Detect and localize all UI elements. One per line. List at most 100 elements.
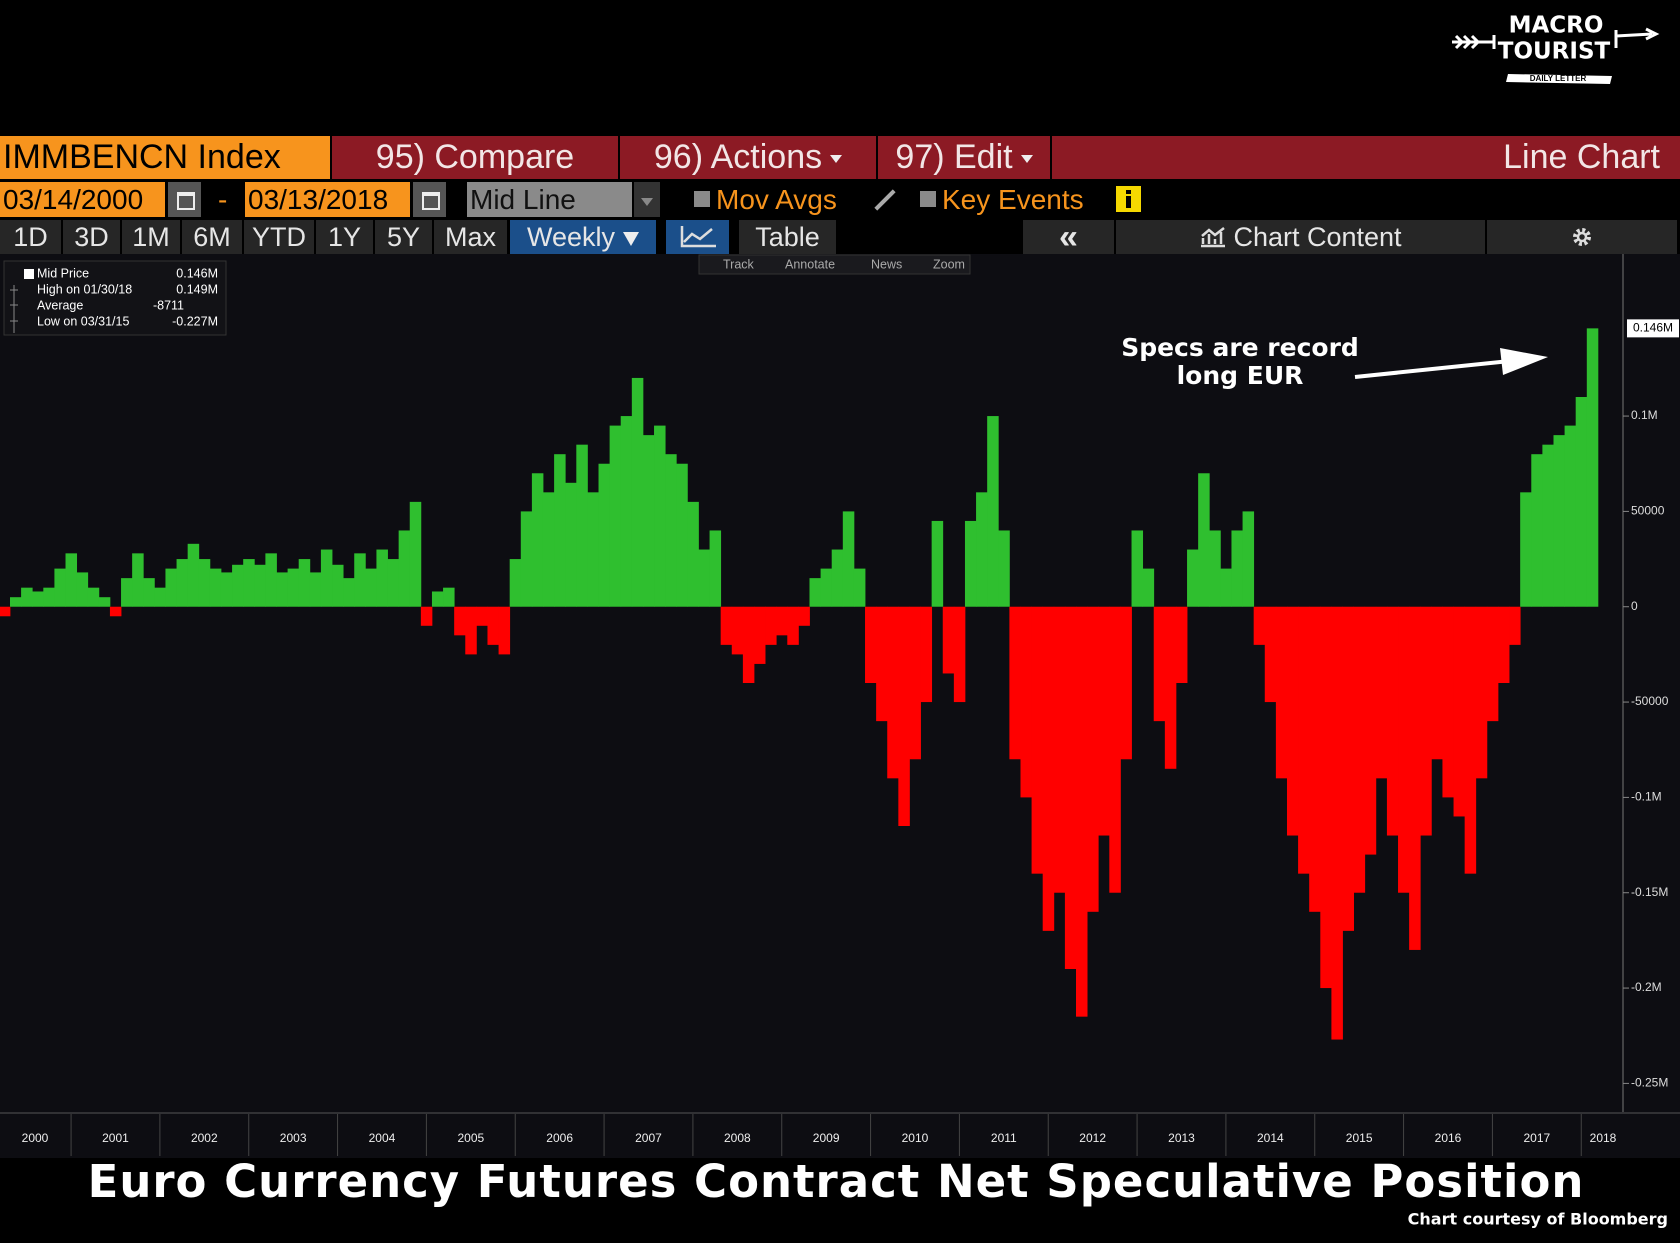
bar [765, 606, 777, 645]
period-button[interactable]: Max [434, 220, 507, 254]
button-label: Table [755, 222, 820, 252]
end-date[interactable]: 03/13/2018 [245, 182, 410, 217]
period-button[interactable]: 1Y [316, 220, 373, 254]
bar [687, 501, 699, 607]
annotation-text: Specs are record [1121, 333, 1359, 362]
logo-arrow [1452, 27, 1660, 50]
calendar-button[interactable] [413, 182, 446, 217]
x-tick-label: 2013 [1168, 1131, 1195, 1145]
date-text: 03/13/2018 [248, 184, 389, 215]
bar [1076, 606, 1088, 1017]
bar [909, 606, 921, 760]
frequency-select[interactable]: Weekly [510, 220, 656, 254]
line-chart-button[interactable] [666, 220, 729, 254]
bar [598, 463, 611, 607]
x-tick-label: 2018 [1590, 1131, 1617, 1145]
bar [1353, 606, 1366, 893]
bar [1175, 606, 1188, 683]
tool-button[interactable]: Annotate [785, 257, 835, 271]
button-label: « [1059, 220, 1078, 254]
bar [365, 568, 377, 607]
bar [232, 564, 244, 607]
bar [1364, 606, 1377, 855]
bar [1253, 606, 1266, 645]
bar [1331, 606, 1343, 1040]
info-icon[interactable] [1116, 186, 1141, 212]
x-tick-label: 2017 [1523, 1131, 1550, 1145]
bar [1275, 606, 1288, 779]
bar [1120, 606, 1132, 760]
bar [220, 572, 233, 607]
logo-text: MACRO [1509, 13, 1604, 39]
button-label: 97) Edit [895, 138, 1013, 176]
x-tick-label: 2005 [457, 1131, 484, 1145]
bar [998, 530, 1010, 607]
bar [620, 416, 633, 607]
legend-label: High on 01/30/18 [37, 282, 132, 296]
calendar-icon [422, 192, 440, 210]
bar [1486, 606, 1499, 722]
actions-menu[interactable]: 96) Actions [620, 136, 876, 179]
bar [1453, 606, 1466, 817]
bar [476, 606, 488, 626]
bar [831, 549, 844, 607]
bar [842, 511, 855, 607]
bar [942, 606, 955, 674]
y-tick-label: -0.25M [1631, 1076, 1668, 1090]
tool-button[interactable]: Track [723, 257, 755, 271]
separator: - [218, 184, 228, 215]
tool-button[interactable]: News [871, 257, 902, 271]
bar [1342, 606, 1355, 931]
field-select[interactable]: Mid Line [467, 182, 632, 217]
period-button[interactable]: 3D [63, 220, 120, 254]
calendar-button[interactable] [168, 182, 201, 217]
bar [1109, 606, 1121, 893]
bar [820, 568, 833, 607]
tool-button[interactable]: Zoom [933, 257, 965, 271]
bar [32, 591, 44, 607]
annotation-arrowhead [1500, 348, 1548, 375]
bar [76, 572, 89, 607]
bar [9, 597, 22, 607]
period-button[interactable]: YTD [244, 220, 314, 254]
compare-button[interactable]: 95) Compare [332, 136, 618, 179]
bar [443, 587, 455, 607]
x-tick-label: 2000 [22, 1131, 49, 1145]
bar [798, 606, 810, 626]
field-dropdown[interactable] [634, 182, 660, 217]
legend-value: 0.146M [176, 266, 218, 280]
bar [931, 520, 944, 607]
last-value-label: 0.146M [1633, 321, 1673, 335]
bar [1464, 606, 1477, 874]
table-button[interactable]: Table [739, 220, 836, 254]
edit-menu[interactable]: 97) Edit [878, 136, 1050, 179]
bar [209, 568, 222, 607]
bar [98, 597, 111, 607]
dropdown-arrow [830, 155, 843, 164]
last-value-tag [1627, 319, 1679, 338]
bar [1264, 606, 1277, 703]
bar [1020, 606, 1032, 798]
key-events[interactable]: Key Events [942, 182, 1102, 217]
start-date[interactable]: 03/14/2000 [0, 182, 165, 217]
bar [576, 444, 588, 607]
checkbox[interactable] [694, 191, 710, 207]
checkbox[interactable] [920, 191, 936, 207]
chart-content-button[interactable]: Chart Content [1116, 220, 1485, 254]
period-button[interactable]: 5Y [375, 220, 432, 254]
bar [720, 606, 733, 645]
legend: Mid Price 0.146M High on 01/30/18 0.149M… [3, 260, 227, 336]
bar [420, 606, 433, 626]
bar [409, 501, 422, 607]
period-button[interactable]: 1D [0, 220, 61, 254]
period-button[interactable]: 6M [182, 220, 242, 254]
bar [276, 572, 289, 607]
bar [1142, 568, 1155, 607]
field: Mid Line [470, 184, 576, 215]
period-button[interactable]: 1M [122, 220, 180, 254]
bar [1231, 530, 1243, 607]
settings-button[interactable] [1487, 220, 1677, 254]
collapse-button[interactable]: « [1023, 220, 1114, 254]
security-field[interactable]: IMMBENCN Index [0, 136, 330, 179]
mov-avgs[interactable]: Mov Avgs [716, 182, 866, 217]
